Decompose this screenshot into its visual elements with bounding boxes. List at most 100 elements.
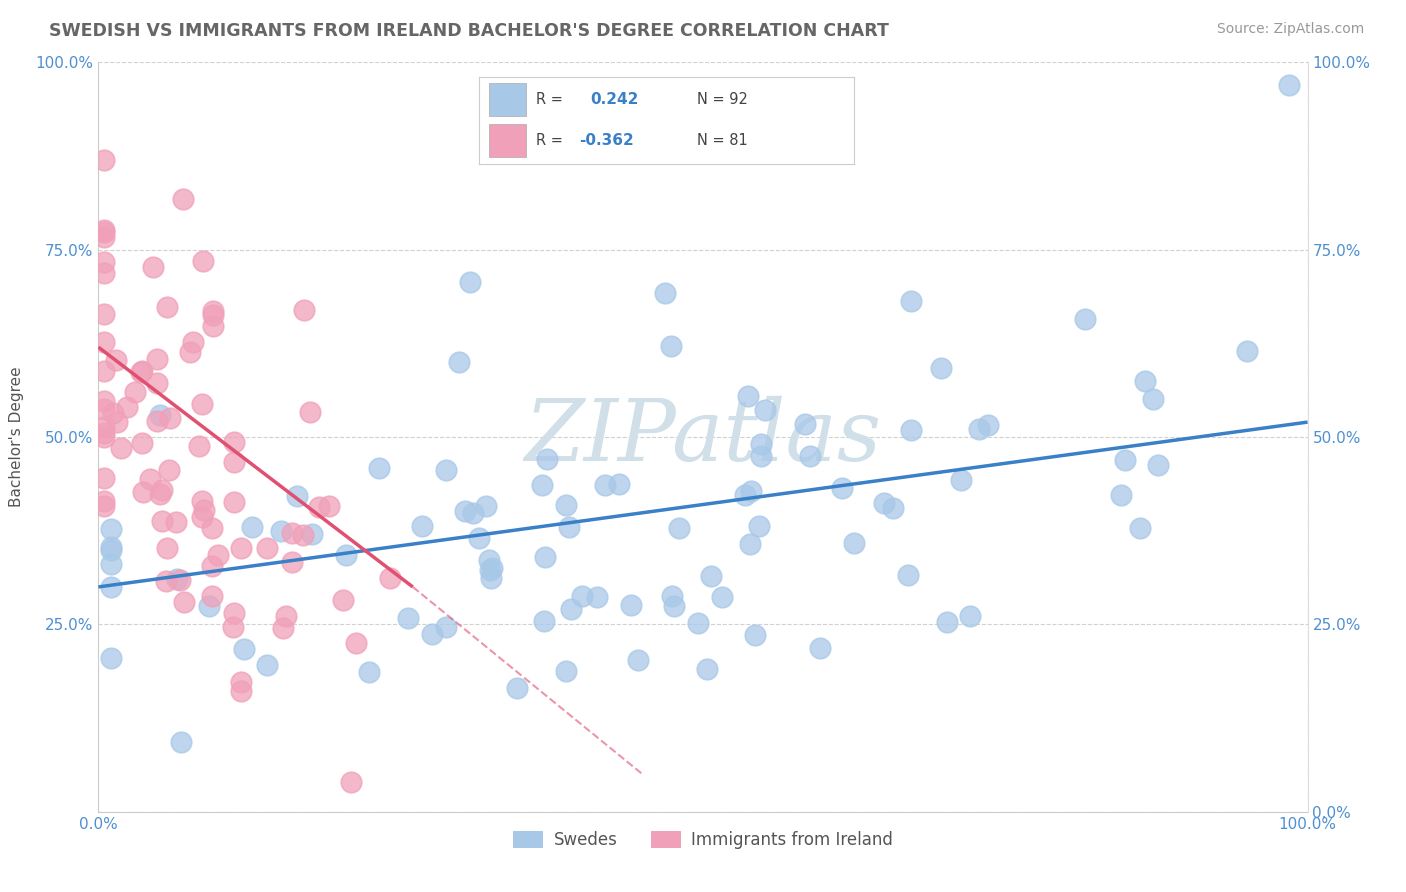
Point: [149, 409, 172, 423]
Point: [799, 449, 821, 463]
Point: [976, 418, 998, 433]
Point: [931, 361, 953, 376]
Point: [478, 553, 501, 567]
Point: [436, 463, 458, 477]
Point: [101, 406, 124, 420]
Point: [1278, 78, 1301, 92]
Point: [696, 662, 718, 676]
Text: Source: ZipAtlas.com: Source: ZipAtlas.com: [1216, 22, 1364, 37]
Point: [285, 490, 308, 504]
Point: [536, 452, 558, 467]
Point: [224, 455, 246, 469]
Point: [229, 541, 252, 555]
Point: [93, 153, 115, 167]
Point: [688, 616, 710, 631]
Point: [173, 595, 195, 609]
Point: [555, 498, 578, 512]
Point: [149, 487, 172, 501]
Point: [93, 420, 115, 434]
Text: SWEDISH VS IMMIGRANTS FROM IRELAND BACHELOR'S DEGREE CORRELATION CHART: SWEDISH VS IMMIGRANTS FROM IRELAND BACHE…: [49, 22, 889, 40]
Point: [661, 589, 683, 603]
Point: [1074, 311, 1097, 326]
Point: [131, 435, 153, 450]
Point: [593, 478, 616, 492]
Point: [748, 519, 770, 533]
Point: [157, 463, 180, 477]
Point: [447, 355, 470, 369]
Point: [959, 609, 981, 624]
Point: [318, 499, 340, 513]
Point: [332, 592, 354, 607]
Point: [335, 549, 357, 563]
Point: [93, 225, 115, 239]
Point: [110, 441, 132, 455]
Point: [668, 521, 690, 535]
Point: [291, 528, 314, 542]
Point: [188, 439, 211, 453]
Point: [183, 335, 205, 350]
Point: [1133, 374, 1156, 388]
Point: [434, 620, 457, 634]
Point: [301, 527, 323, 541]
Point: [274, 609, 297, 624]
Point: [146, 376, 169, 390]
Point: [475, 499, 498, 513]
Point: [201, 308, 224, 322]
Point: [170, 734, 193, 748]
Point: [506, 681, 529, 695]
Point: [292, 303, 315, 318]
Point: [142, 260, 165, 274]
Point: [156, 300, 179, 314]
Point: [900, 423, 922, 437]
Point: [1109, 488, 1132, 502]
Point: [104, 353, 127, 368]
Point: [166, 572, 188, 586]
Point: [831, 481, 853, 495]
Point: [93, 307, 115, 321]
Point: [145, 414, 167, 428]
Point: [740, 484, 762, 499]
Point: [256, 541, 278, 555]
Point: [231, 683, 253, 698]
Point: [105, 415, 128, 429]
Point: [256, 657, 278, 672]
Point: [842, 535, 865, 549]
Point: [124, 384, 146, 399]
Point: [396, 611, 419, 625]
Point: [1147, 458, 1170, 472]
Point: [100, 542, 122, 557]
Point: [534, 550, 557, 565]
Point: [179, 345, 201, 359]
Point: [281, 556, 304, 570]
Point: [627, 653, 650, 667]
Point: [146, 351, 169, 366]
Point: [882, 501, 904, 516]
Point: [793, 417, 815, 431]
Point: [298, 404, 321, 418]
Point: [463, 506, 485, 520]
Point: [100, 651, 122, 665]
Point: [100, 580, 122, 594]
Point: [935, 615, 957, 629]
Point: [202, 304, 225, 318]
Point: [150, 514, 173, 528]
Point: [270, 524, 292, 538]
Point: [191, 397, 214, 411]
Point: [93, 494, 115, 508]
Point: [734, 488, 756, 502]
Point: [339, 774, 361, 789]
Point: [367, 461, 389, 475]
Point: [271, 621, 294, 635]
Point: [222, 607, 245, 621]
Point: [233, 642, 256, 657]
Point: [100, 523, 122, 537]
Point: [201, 589, 224, 603]
Point: [93, 430, 115, 444]
Point: [808, 640, 831, 655]
Point: [202, 319, 225, 334]
Point: [222, 435, 245, 450]
Point: [139, 472, 162, 486]
Point: [129, 365, 152, 379]
Point: [93, 254, 115, 268]
Point: [201, 559, 224, 574]
